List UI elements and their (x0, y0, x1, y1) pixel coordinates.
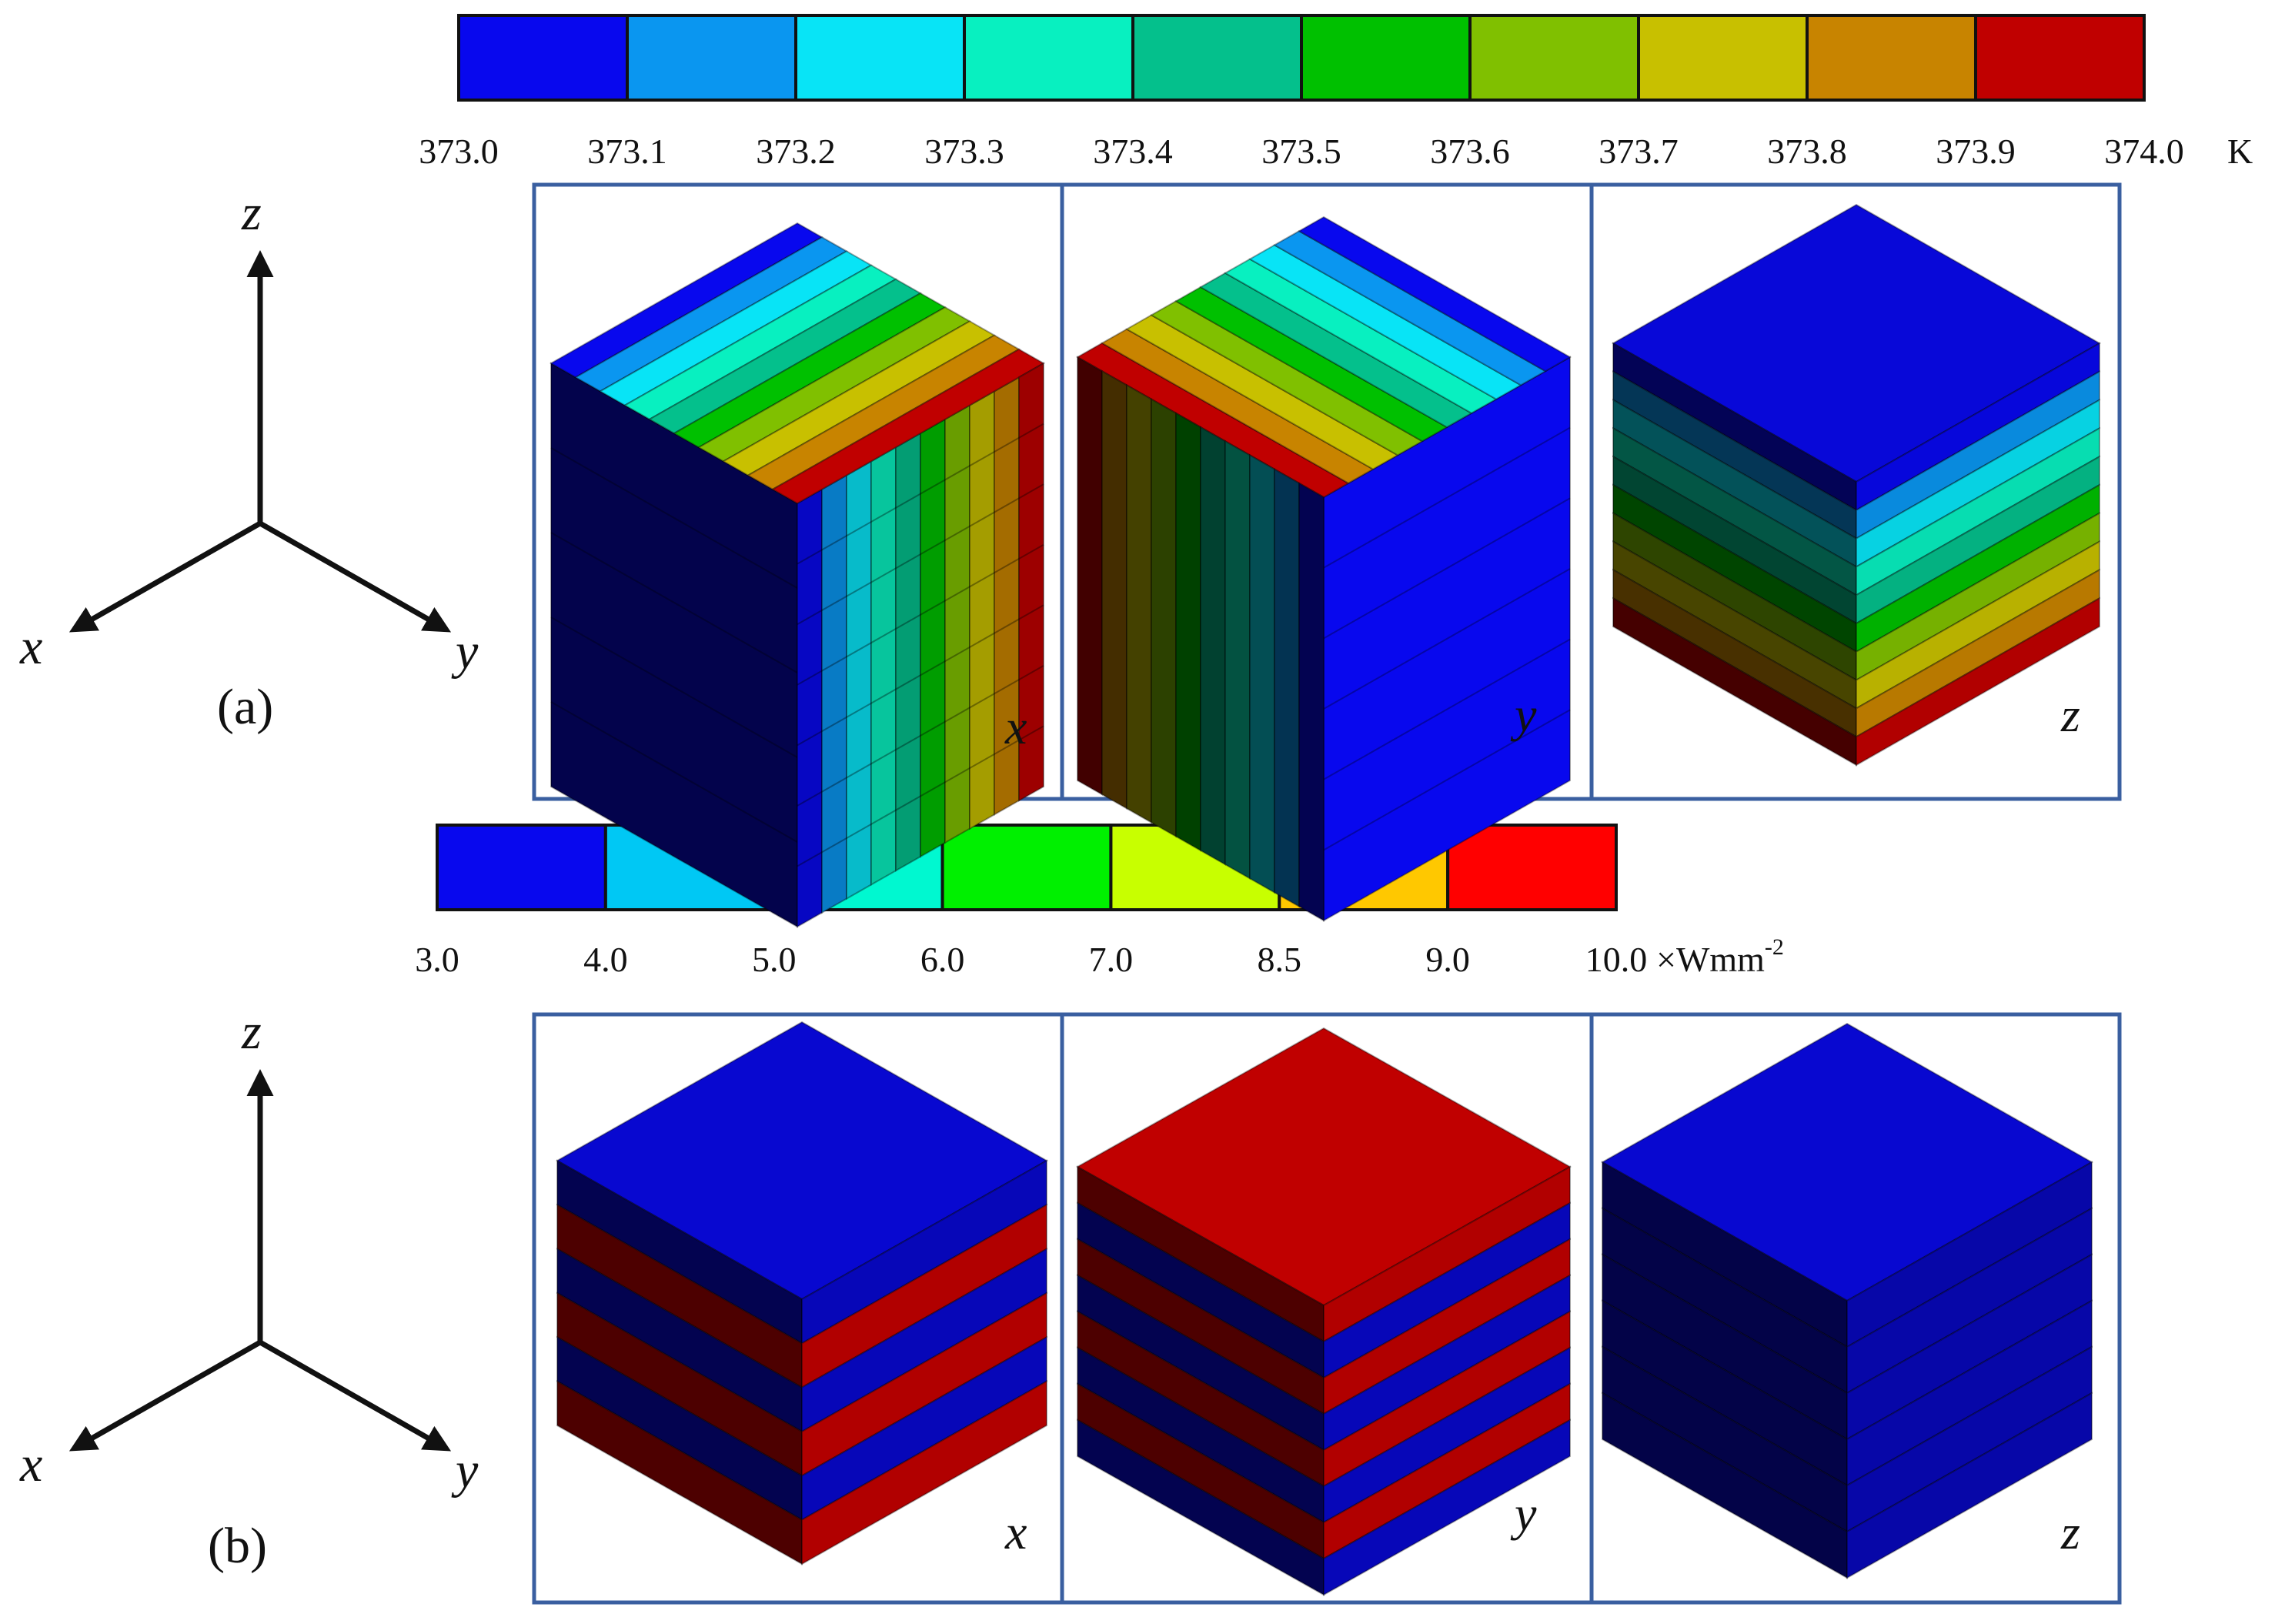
panel-b-direction-labels: x y z (1004, 1486, 2080, 1559)
colorbar-tick-label: 6.0 (920, 940, 965, 979)
colorbar-tick-label: 374.0 (2104, 132, 2184, 171)
colorbar-swatch (794, 14, 966, 102)
colorbar-swatch (1446, 824, 1618, 911)
cube-right-layer (1846, 1392, 2093, 1579)
cube-right-layer (1323, 1418, 1571, 1596)
flux-unit: ×Wmm-2 (1656, 934, 1784, 979)
cube-left-stripe (1151, 397, 1177, 838)
colorbar-swatch (963, 14, 1134, 102)
cube-left-stripe (1101, 369, 1127, 810)
colorbar-swatch (1974, 14, 2146, 102)
colorbar-tick-label: 3.0 (415, 940, 459, 979)
view-x-label: x (1004, 700, 1027, 754)
cube-right-layer (1856, 596, 2100, 767)
colorbar-swatch (626, 14, 797, 102)
cube-right-stripe (944, 403, 970, 844)
colorbar-swatch (940, 824, 1113, 911)
cube-left-stripe (1274, 467, 1300, 908)
axis-z-label: z (241, 185, 262, 241)
colorbar-tick-label: 373.5 (1261, 132, 1341, 171)
colorbar-tick-label: 10.0 (1585, 940, 1648, 979)
colorbar-tick-label: 373.4 (1093, 132, 1173, 171)
cube-right-stripe (846, 459, 872, 901)
colorbar-swatch (1300, 14, 1472, 102)
colorbar-swatch (457, 14, 629, 102)
cube-b-x (555, 1021, 1049, 1566)
colorbar-tick-label: 9.0 (1425, 940, 1470, 979)
colorbar-tick-label: 5.0 (752, 940, 797, 979)
colorbar-tick-label: 373.3 (924, 132, 1004, 171)
axis-y-label: y (451, 1442, 479, 1499)
colorbar-tick-label: 7.0 (1089, 940, 1134, 979)
panel-a-label: (a) (217, 679, 273, 735)
axis-y-label: y (451, 623, 479, 680)
colorbar-tick-label: 373.7 (1599, 132, 1679, 171)
cube-left-stripe (1224, 439, 1251, 881)
axis-triad-a: z x y (a) (19, 185, 479, 735)
colorbar-tick-label: 4.0 (583, 940, 628, 979)
colorbar-swatch (1806, 14, 1977, 102)
view-y-label: y (1510, 687, 1537, 742)
cube-a-x (549, 222, 1046, 928)
axis-x-label: x (19, 1436, 42, 1492)
colorbar-swatch (1131, 14, 1303, 102)
colorbar-tick-label: 373.8 (1767, 132, 1847, 171)
colorbar-tick-label: 8.5 (1258, 940, 1302, 979)
colorbar-tick-label: 373.9 (1936, 132, 2016, 171)
temperature-colorbar-swatches (457, 14, 2146, 102)
colorbar-swatch (1468, 14, 1640, 102)
temperature-colorbar: 373.0 373.1 373.2 373.3 373.4 373.5 373.6 373.7… (419, 14, 2253, 171)
cubes-layer (549, 203, 2102, 1596)
cube-left-stripe (1126, 383, 1152, 824)
cube-right-stripe (969, 389, 995, 830)
view-x-label: x (1004, 1505, 1027, 1559)
cube-a-y (1075, 216, 1572, 922)
view-z-label: z (2060, 687, 2080, 742)
cube-right-stripe (895, 432, 921, 872)
cube-left-stripe (1077, 356, 1103, 796)
panel-b-label: (b) (208, 1518, 267, 1574)
axis-triad-b: z x y (b) (19, 1004, 479, 1574)
axis-x-label: x (19, 619, 42, 675)
cube-b-z (1600, 1022, 2094, 1579)
cube-left-stripe (1175, 412, 1201, 852)
cube-right-stripe (870, 446, 897, 887)
colorbar-swatch (436, 824, 607, 911)
temperature-unit: K (2227, 132, 2253, 171)
cube-left-stripe (1298, 482, 1325, 922)
panel-a-direction-labels: x y z (1004, 687, 2080, 754)
cube-b-y (1075, 1027, 1572, 1596)
cube-right-stripe (821, 473, 847, 914)
flux-colorbar: 3.0 4.0 5.0 6.0 7.0 8.5 9.0 10.0 ×Wmm-2 (415, 824, 1784, 979)
view-z-label: z (2060, 1505, 2080, 1559)
colorbar-swatch (1637, 14, 1809, 102)
axis-z-label: z (241, 1004, 262, 1060)
colorbar-tick-label: 373.1 (587, 132, 667, 171)
cube-top-stripe (1297, 216, 1572, 373)
cube-right-stripe (1018, 362, 1044, 802)
cube-right-stripe (797, 488, 823, 928)
panel-b-frame (532, 1012, 2122, 1605)
cube-left-stripe (1200, 426, 1226, 866)
colorbar-tick-label: 373.2 (756, 132, 836, 171)
view-y-label: y (1510, 1486, 1537, 1541)
cube-left-stripe (1249, 453, 1275, 894)
colorbar-tick-label: 373.0 (419, 132, 499, 171)
flux-colorbar-ticks: 3.0 4.0 5.0 6.0 7.0 8.5 9.0 10.0 (415, 940, 1647, 979)
cube-right-layer (801, 1379, 1047, 1566)
cube-a-z (1611, 203, 2102, 767)
cube-right-stripe (920, 418, 946, 858)
temperature-colorbar-ticks: 373.0 373.1 373.2 373.3 373.4 373.5 373.6 373.7… (419, 132, 2184, 171)
colorbar-tick-label: 373.6 (1430, 132, 1510, 171)
